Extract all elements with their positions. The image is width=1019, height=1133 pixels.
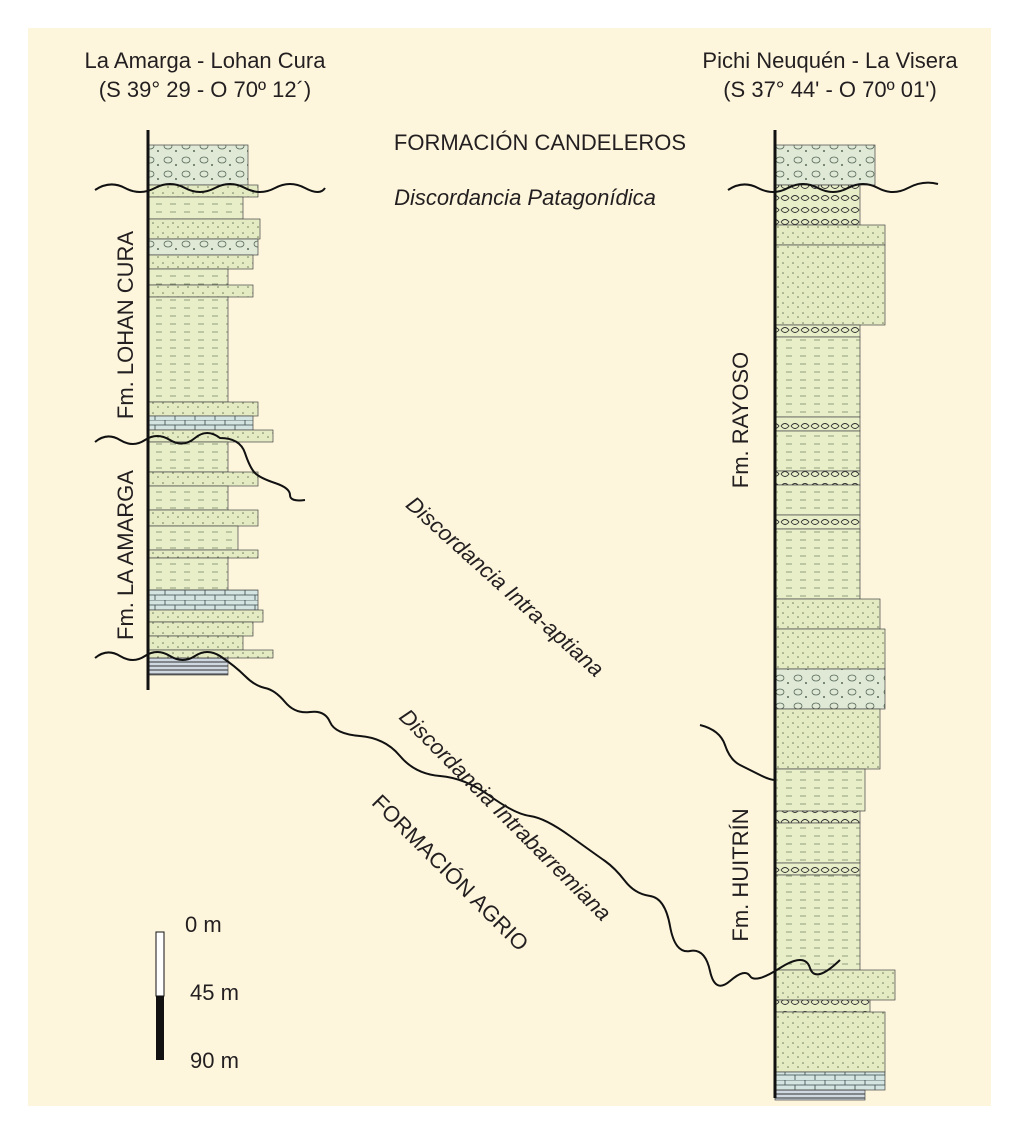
- stratum: [775, 970, 895, 1000]
- stratum: [775, 337, 860, 417]
- stratum: [148, 636, 243, 650]
- column-coordinates: (S 39° 29 - O 70º 12´): [99, 77, 311, 102]
- stratum: [148, 219, 260, 239]
- scale-label: 45 m: [190, 980, 239, 1005]
- stratum: [775, 811, 860, 823]
- stratum: [148, 590, 258, 610]
- stratum: [775, 709, 880, 769]
- stratum: [775, 245, 885, 325]
- stratum: [148, 526, 238, 550]
- stratum: [148, 145, 248, 185]
- formation-label: Fm. LOHAN CURA: [113, 231, 138, 420]
- stratum: [148, 472, 258, 486]
- stratum: [775, 529, 860, 599]
- stratum: [775, 769, 865, 811]
- column-coordinates: (S 37° 44' - O 70º 01'): [723, 77, 937, 102]
- stratum: [775, 185, 860, 225]
- formation-label: FORMACIÓN CANDELEROS: [394, 130, 686, 155]
- unconformity-label: Discordancia Patagonídica: [394, 185, 656, 210]
- column-title: La Amarga - Lohan Cura: [85, 48, 327, 73]
- stratum: [148, 558, 228, 590]
- stratigraphic-diagram: La Amarga - Lohan Cura (S 39° 29 - O 70º…: [0, 0, 1019, 1133]
- stratum: [148, 416, 253, 430]
- scale-label: 90 m: [190, 1048, 239, 1073]
- formation-label: Fm. LA AMARGA: [113, 470, 138, 640]
- stratum: [148, 285, 253, 297]
- stratum: [775, 431, 860, 471]
- stratum: [148, 269, 228, 285]
- stratum: [148, 622, 253, 636]
- stratum: [148, 239, 258, 255]
- stratum: [775, 225, 885, 245]
- stratum: [775, 823, 860, 863]
- stratum: [148, 486, 228, 510]
- stratum: [148, 197, 243, 219]
- stratum: [775, 485, 860, 515]
- stratum: [775, 417, 860, 431]
- scale-bar-black: [156, 996, 164, 1060]
- stratum: [775, 863, 860, 875]
- stratum: [775, 471, 860, 485]
- formation-label: Fm. RAYOSO: [728, 352, 753, 489]
- stratum: [775, 599, 880, 629]
- stratum: [148, 510, 258, 526]
- stratum: [775, 1072, 885, 1090]
- formation-label: Fm. HUITRÍN: [728, 808, 753, 941]
- stratum: [148, 550, 258, 558]
- stratum: [148, 255, 253, 269]
- scale-bar-white: [156, 932, 164, 996]
- stratum: [148, 297, 228, 402]
- stratum: [775, 1012, 885, 1072]
- stratum: [775, 1090, 865, 1100]
- stratum: [148, 430, 273, 442]
- stratum: [148, 402, 258, 416]
- stratum: [148, 442, 228, 472]
- stratum: [148, 658, 228, 675]
- stratum: [775, 669, 885, 709]
- stratum: [775, 875, 860, 970]
- stratum: [775, 325, 860, 337]
- scale-label: 0 m: [185, 912, 222, 937]
- stratum: [148, 610, 263, 622]
- stratum: [775, 145, 875, 185]
- stratum: [775, 629, 885, 669]
- stratum: [775, 515, 860, 529]
- stratum: [775, 1000, 870, 1012]
- column-title: Pichi Neuquén - La Visera: [702, 48, 958, 73]
